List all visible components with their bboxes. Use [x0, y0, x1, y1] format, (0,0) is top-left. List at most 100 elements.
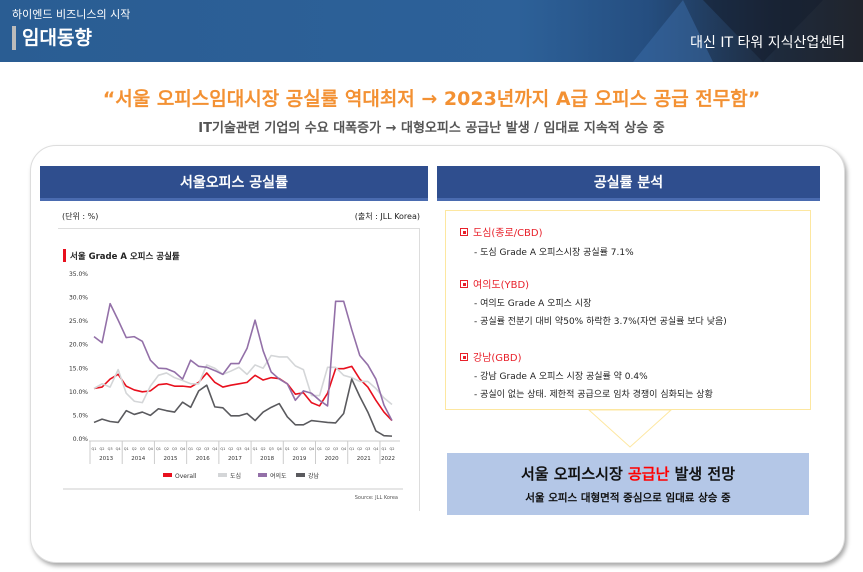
- legend-label: 도심: [230, 472, 241, 480]
- vacancy-chart: 서울 Grade A 오피스 공실률 35.0% 30.0% 25.0% 20.0% 15…: [58, 228, 420, 511]
- x-tick-quarter: Q3: [236, 447, 241, 451]
- heading-text: 강남(GBD): [473, 353, 522, 364]
- slogan: 하이엔드 비즈니스의 시작: [12, 8, 131, 21]
- square-bullet-icon: [460, 353, 468, 361]
- x-tick-quarter: Q4: [245, 447, 251, 451]
- x-tick-quarter: Q4: [212, 447, 218, 451]
- headline: “서울 오피스임대시장 공실률 역대최저 → 2023년까지 A급 오피스 공급…: [102, 88, 761, 110]
- x-tick-quarter: Q3: [333, 447, 338, 451]
- source-label: (출처 : JLL Korea): [354, 212, 420, 221]
- conclusion-pre: 서울 오피스시장: [520, 465, 628, 483]
- list-item: - 여의도 Grade A 오피스 시장: [474, 299, 592, 309]
- building-name: 대신 IT 타워 지식산업센터: [690, 35, 845, 51]
- section-cbd-heading: 도심(종로/CBD): [460, 224, 543, 239]
- list-item: - 공실률 전분기 대비 약50% 하락한 3.7%(자연 공실률 보다 낮음): [474, 317, 727, 327]
- y-tick-label: 0.0%: [73, 436, 89, 443]
- x-tick-quarter: Q2: [132, 447, 137, 451]
- y-tick-label: 30.0%: [69, 295, 88, 302]
- chart-source: Source: JLL Korea: [355, 495, 398, 501]
- x-tick-quarter: Q3: [140, 447, 145, 451]
- x-tick-year: 2014: [131, 456, 145, 462]
- square-bullet-icon: [460, 280, 468, 288]
- legend-swatch: [296, 473, 305, 477]
- x-tick-quarter: Q4: [373, 447, 379, 451]
- x-tick-quarter: Q3: [172, 447, 177, 451]
- x-tick-quarter: Q2: [164, 447, 169, 451]
- x-tick-quarter: Q4: [341, 447, 347, 451]
- x-tick-quarter: Q2: [325, 447, 330, 451]
- legend-label: Overall: [175, 473, 197, 480]
- x-tick-year: 2020: [325, 456, 339, 462]
- legend-swatch: [258, 473, 267, 477]
- x-tick-quarter: Q1: [156, 447, 161, 451]
- x-tick-quarter: Q4: [116, 447, 122, 451]
- y-tick-label: 10.0%: [69, 389, 88, 396]
- x-tick-year: 2016: [196, 456, 210, 462]
- x-tick-quarter: Q3: [269, 447, 274, 451]
- x-tick-quarter: Q1: [124, 447, 129, 451]
- x-tick-quarter: Q3: [204, 447, 209, 451]
- x-tick-quarter: Q2: [357, 447, 362, 451]
- x-tick-year: 2018: [260, 456, 274, 462]
- x-tick-quarter: Q4: [309, 447, 315, 451]
- subheadline: IT기술관련 기업의 수요 대폭증가 → 대형오피스 공급난 발생 / 임대료 …: [198, 121, 665, 136]
- series-line-여의도: [93, 300, 393, 421]
- analysis-box: 도심(종로/CBD) - 도심 Grade A 오피스시장 공실률 7.1% 여…: [445, 210, 811, 410]
- x-tick-year: 2022: [381, 456, 395, 462]
- x-tick-quarter: Q3: [365, 447, 370, 451]
- y-tick-label: 15.0%: [69, 365, 88, 372]
- x-tick-quarter: Q1: [349, 447, 354, 451]
- vacancy-panel-title: 서울오피스 공실률: [40, 166, 428, 201]
- conclusion-highlight: 공급난: [627, 465, 670, 483]
- down-arrow-icon: [588, 410, 672, 448]
- x-tick-quarter: Q1: [317, 447, 322, 451]
- x-tick-quarter: Q3: [301, 447, 306, 451]
- series-line-도심: [93, 354, 393, 406]
- list-item: - 강남 Grade A 오피스 시장 공실률 약 0.4%: [474, 372, 648, 382]
- x-tick-year: 2015: [164, 456, 178, 462]
- legend-swatch: [163, 473, 172, 477]
- conclusion-box: 서울 오피스시장 공급난 발생 전망 서울 오피스 대형면적 중심으로 임대료 …: [447, 453, 809, 515]
- x-tick-year: 2021: [357, 456, 371, 462]
- heading-text: 여의도(YBD): [473, 280, 530, 291]
- unit-label: (단위 : %): [62, 212, 99, 221]
- x-tick-quarter: Q4: [180, 447, 186, 451]
- header-banner: 하이엔드 비즈니스의 시작 임대동향 대신 IT 타워 지식산업센터: [0, 0, 863, 62]
- list-item: - 도심 Grade A 오피스시장 공실률 7.1%: [474, 248, 634, 258]
- section-gbd-heading: 강남(GBD): [460, 349, 522, 364]
- x-tick-quarter: Q2: [228, 447, 233, 451]
- title-marker: [63, 249, 66, 262]
- heading-text: 도심(종로/CBD): [473, 228, 543, 239]
- x-tick-quarter: Q2: [100, 447, 105, 451]
- x-tick-quarter: Q2: [293, 447, 298, 451]
- x-tick-quarter: Q1: [188, 447, 193, 451]
- series-line-강남: [93, 378, 393, 437]
- legend-label: 강남: [308, 472, 320, 480]
- x-tick-year: 2017: [228, 456, 242, 462]
- x-tick-quarter: Q3: [108, 447, 113, 451]
- x-tick-quarter: Q1: [253, 447, 258, 451]
- conclusion-post: 발생 전망: [669, 465, 736, 483]
- square-bullet-icon: [460, 228, 468, 236]
- section-ybd-heading: 여의도(YBD): [460, 276, 529, 291]
- x-tick-year: 2013: [99, 456, 113, 462]
- x-tick-quarter: Q1: [381, 447, 386, 451]
- analysis-panel-title: 공실률 분석: [437, 166, 820, 201]
- x-tick-quarter: Q4: [148, 447, 154, 451]
- x-tick-quarter: Q2: [261, 447, 266, 451]
- x-tick-quarter: Q1: [220, 447, 225, 451]
- x-tick-quarter: Q4: [277, 447, 283, 451]
- series-line-Overall: [93, 365, 393, 422]
- list-item: - 공실이 없는 상태. 제한적 공급으로 임차 경쟁이 심화되는 상황: [474, 390, 713, 400]
- chart-title: 서울 Grade A 오피스 공실률: [70, 251, 180, 262]
- legend-swatch: [218, 473, 227, 477]
- x-tick-quarter: Q1: [285, 447, 290, 451]
- x-tick-quarter: Q2: [196, 447, 201, 451]
- x-tick-quarter: Q2: [390, 447, 395, 451]
- conclusion-title: 서울 오피스시장 공급난 발생 전망: [447, 463, 809, 484]
- legend-label: 여의도: [270, 472, 287, 480]
- page-title: 임대동향: [12, 26, 92, 50]
- x-tick-quarter: Q1: [92, 447, 97, 451]
- y-tick-label: 25.0%: [69, 318, 88, 325]
- chart-svg: 서울 Grade A 오피스 공실률 35.0% 30.0% 25.0% 20.0% 15…: [63, 249, 403, 501]
